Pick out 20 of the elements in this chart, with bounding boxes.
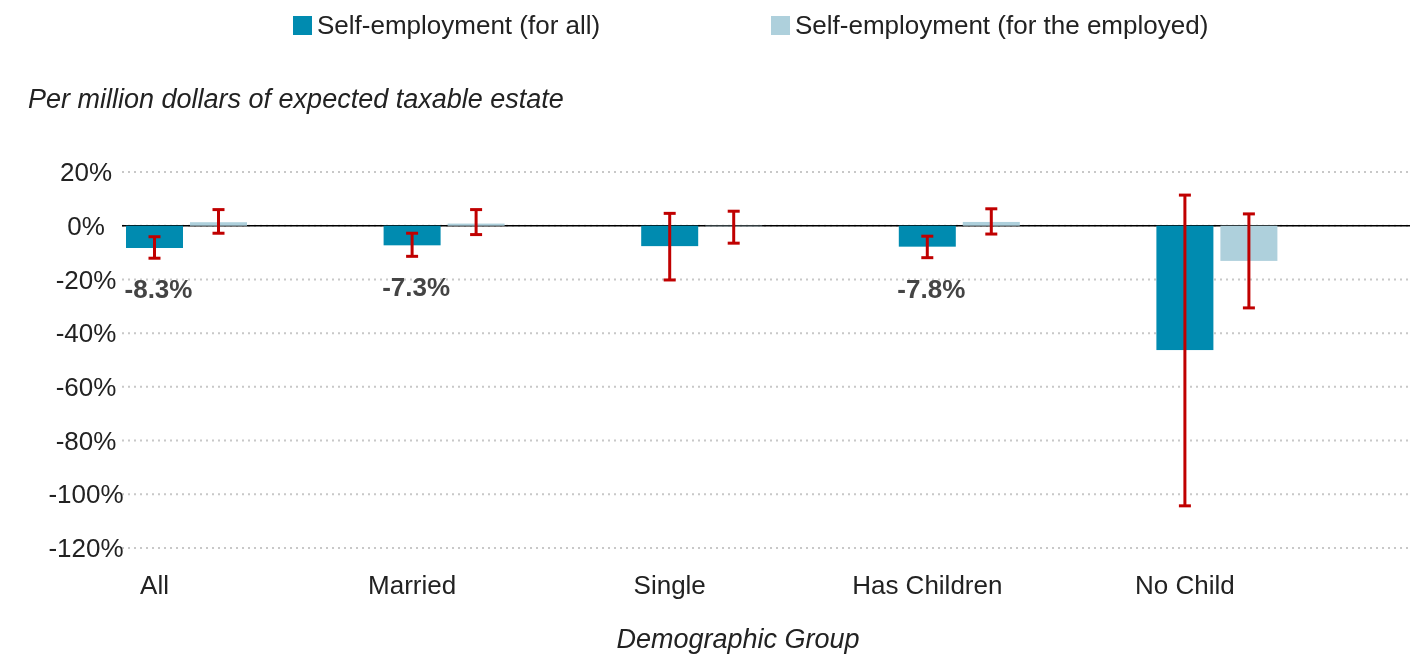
y-tick-label: -60% [55, 371, 117, 402]
data-label: -7.8% [897, 273, 966, 304]
x-tick-label: Single [633, 570, 706, 600]
x-tick-label: All [140, 570, 169, 600]
y-tick-label: 0% [67, 210, 105, 241]
data-label: -8.3% [124, 274, 193, 305]
x-tick-label: Married [368, 570, 457, 600]
y-tick-label: -120% [48, 533, 124, 564]
y-axis-title: Per million dollars of expected taxable estate [28, 84, 564, 114]
y-tick-label: -100% [48, 479, 124, 510]
legend-label: Self-employment (for the employed) [795, 10, 1209, 40]
legend-label: Self-employment (for all) [317, 10, 601, 40]
x-axis-title: Demographic Group [616, 624, 860, 654]
x-tick-label: No Child [1135, 570, 1235, 600]
y-tick-label: -40% [55, 318, 117, 349]
y-tick-label: 20% [59, 157, 113, 188]
data-label: -7.3% [382, 272, 451, 303]
y-tick-label: -20% [55, 264, 117, 295]
x-tick-label: Has Children [852, 570, 1003, 600]
y-tick-label: -80% [55, 425, 117, 456]
